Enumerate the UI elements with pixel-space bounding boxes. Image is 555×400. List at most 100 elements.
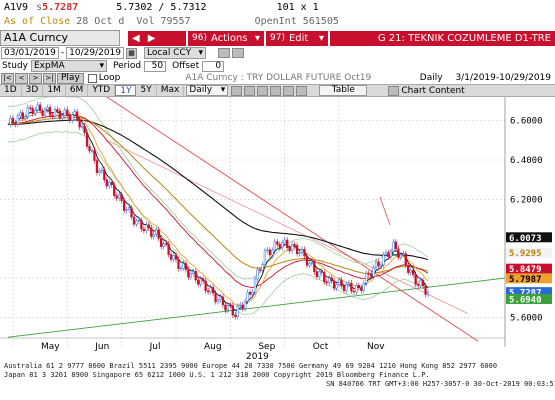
step-forward-icon[interactable]: > (29, 72, 42, 84)
candle-body (103, 169, 106, 181)
upper-band (7, 97, 429, 280)
period-tab-6m[interactable]: 6M (66, 85, 89, 96)
candle-body (98, 170, 101, 174)
zoom-icon[interactable] (296, 85, 308, 96)
candle-body (370, 273, 373, 277)
candle-body (397, 248, 400, 258)
candle-body (61, 115, 64, 119)
candle-body (251, 291, 254, 295)
skip-forward-icon[interactable]: >| (43, 72, 56, 84)
last-prefix: s (36, 1, 43, 13)
price-label-box (506, 232, 552, 243)
play-button[interactable]: Play (57, 72, 84, 84)
candle-body (325, 281, 328, 284)
close-date: 28 Oct d (76, 15, 125, 27)
candle-body (362, 282, 365, 291)
period-tab-3d[interactable]: 3D (22, 85, 44, 96)
candle-body (164, 243, 168, 245)
candle-body (248, 291, 252, 295)
channel-line (106, 139, 469, 314)
date-to-input[interactable]: 10/29/2019 (66, 47, 124, 59)
vol-value: 79557 (160, 15, 191, 27)
candle-body (24, 116, 27, 119)
candle-body (184, 263, 188, 270)
candle-body (340, 279, 343, 287)
period-tab-1d[interactable]: 1D (0, 85, 22, 96)
candle-body (379, 264, 383, 267)
step-back-icon[interactable]: < (15, 72, 28, 84)
actions-menu[interactable]: 96) Actions ▾ (188, 30, 264, 46)
forward-icon[interactable]: ▶ (147, 32, 156, 44)
back-forward-button[interactable]: ◀ ▶ (128, 30, 186, 46)
study-select[interactable]: ExpMA ▾ (31, 60, 107, 72)
skip-back-icon[interactable]: |< (1, 72, 14, 84)
candle-body (320, 271, 323, 273)
period-tab-1y[interactable]: 1Y (115, 85, 137, 96)
study-label: Study (2, 61, 28, 71)
compare-icon[interactable] (244, 85, 256, 96)
date-from-input[interactable]: 03/01/2019 (1, 47, 59, 59)
date-range-bar: 03/01/2019 - 10/29/2019 ▦ Local CCY ▾ (0, 47, 555, 59)
candle-body (209, 287, 212, 293)
candle-body (88, 146, 91, 152)
back-icon[interactable]: ◀ (132, 32, 140, 44)
candle-icon[interactable] (283, 85, 295, 96)
candle-body (16, 115, 20, 125)
candle-body (152, 234, 155, 237)
period-tab-ytd[interactable]: YTD (88, 85, 116, 96)
candle-body (182, 263, 185, 269)
candle-body (404, 253, 407, 266)
x-tick-label: Jun (94, 342, 109, 352)
period-tab-5y[interactable]: 5Y (136, 85, 157, 96)
grid-icon[interactable] (218, 48, 230, 58)
security-field[interactable]: A1A Curncy (0, 30, 120, 46)
period-tab-1m[interactable]: 1M (43, 85, 66, 96)
candle-body (288, 247, 291, 251)
candle-body (199, 278, 202, 285)
candle-body (426, 291, 430, 295)
candle-body (384, 252, 388, 256)
offset-input[interactable]: 0 (202, 60, 225, 72)
currency-select[interactable]: Local CCY ▾ (144, 47, 206, 59)
candle-body (174, 255, 178, 260)
candle-body (194, 271, 197, 281)
candle-body (120, 194, 123, 201)
y-tick-label: 6.2000 (510, 195, 543, 205)
candle-body (216, 299, 220, 302)
candle-body (14, 122, 17, 125)
candle-body (305, 255, 309, 266)
trend-line-down (106, 97, 479, 342)
candle-body (31, 108, 34, 114)
bar-chart-icon[interactable] (270, 85, 282, 96)
chart-content-icon[interactable] (388, 85, 400, 96)
draw-icon[interactable] (257, 85, 269, 96)
calendar-icon[interactable]: ▦ (126, 47, 137, 59)
vol-label: Vol (136, 15, 155, 27)
candle-body (318, 271, 321, 277)
price-label-box (506, 263, 552, 274)
table-button[interactable]: Table (319, 85, 368, 96)
edit-menu[interactable]: 97) Edit ▾ (266, 30, 328, 46)
candle-body (419, 280, 422, 286)
actions-label: Actions (210, 32, 248, 44)
candle-body (335, 284, 338, 289)
line-icon[interactable] (231, 85, 243, 96)
frequency-select[interactable]: Daily ▾ (186, 85, 229, 96)
candle-body (90, 150, 94, 152)
chart-subtitle: A1A Curncy : TRY DOLLAR FUTURE Oct19 (185, 73, 372, 83)
period-input[interactable]: 50 (144, 60, 167, 72)
loop-checkbox[interactable] (87, 73, 97, 83)
openint-value: 561505 (302, 15, 339, 27)
period-tab-max[interactable]: Max (157, 85, 185, 96)
candle-body (167, 243, 170, 255)
candle-body (347, 282, 351, 285)
settings-icon[interactable] (232, 48, 244, 58)
candle-body (409, 269, 412, 273)
candle-body (407, 264, 410, 273)
footer-contacts-2: Japan 81 3 3201 8900 Singapore 65 6212 1… (4, 371, 430, 379)
chart-content-button[interactable]: Chart Content (401, 85, 465, 96)
candle-body (71, 114, 74, 121)
candle-body (416, 283, 420, 286)
